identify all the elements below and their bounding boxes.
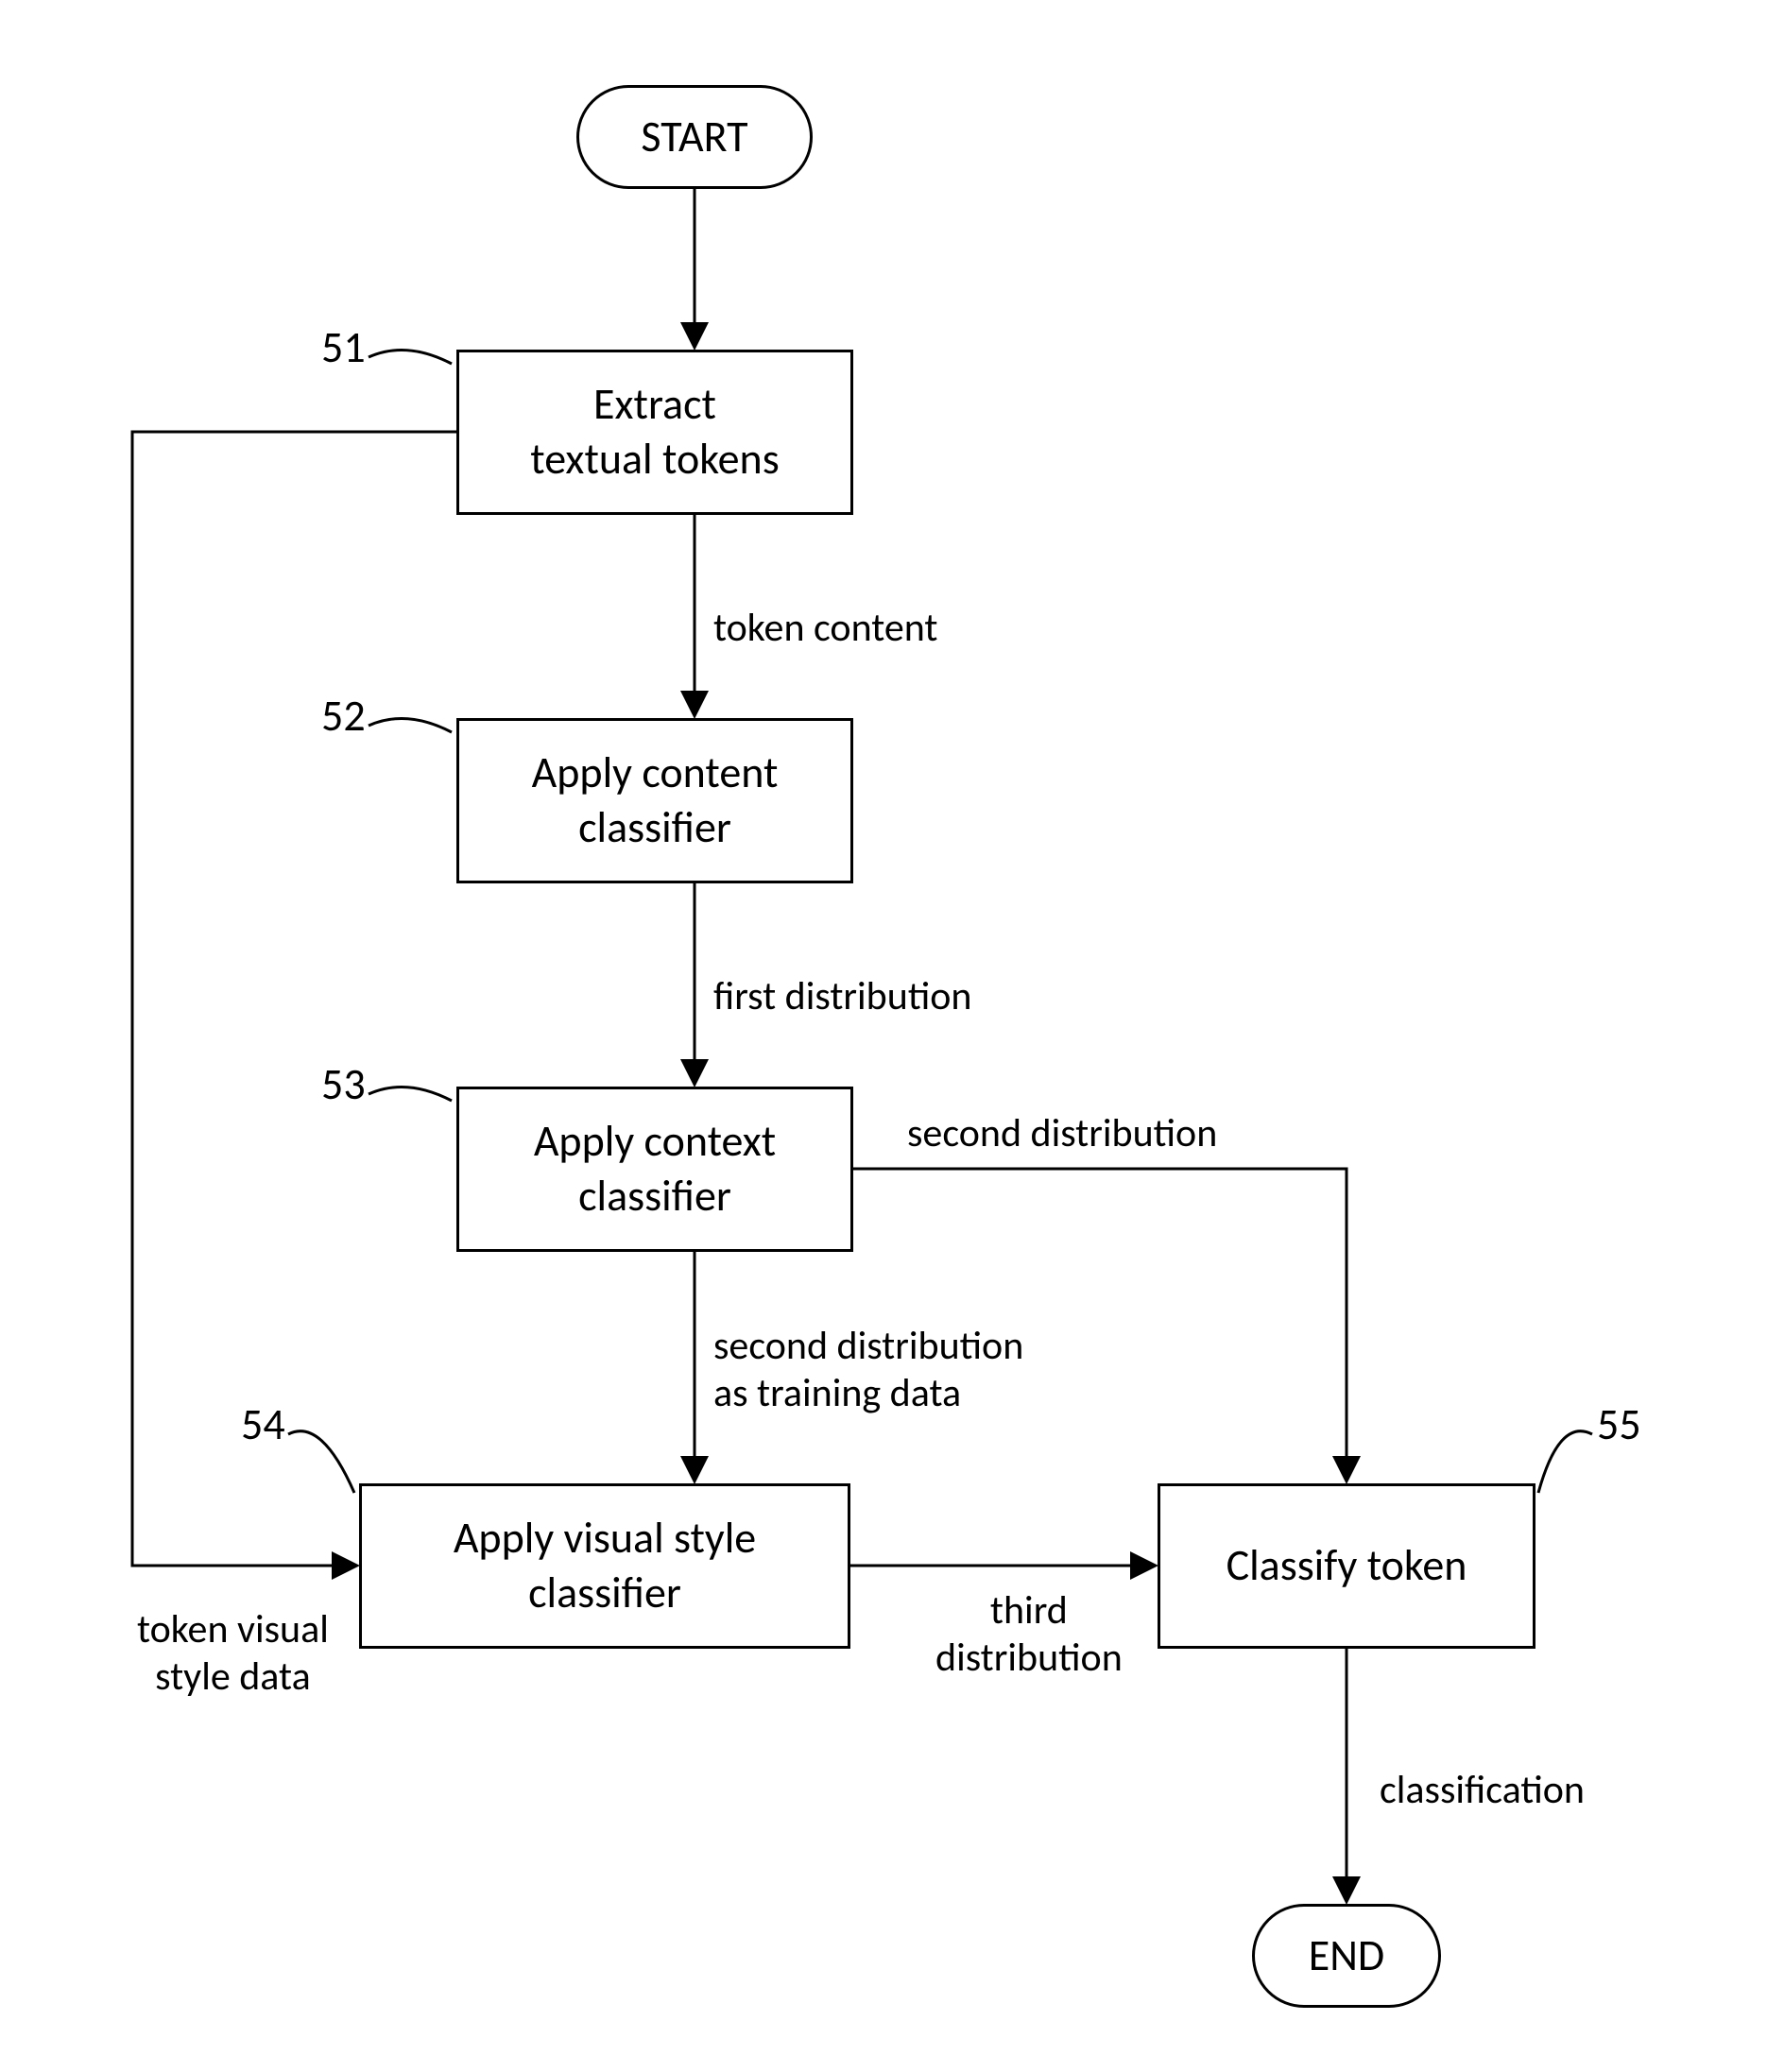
context-classifier-node: Apply contextclassifier	[456, 1087, 853, 1252]
edge-second-distribution: second distribution	[907, 1110, 1217, 1157]
flowchart-edges	[0, 0, 1767, 2072]
ref-52: 52	[321, 690, 366, 743]
visual-style-classifier-label: Apply visual styleclassifier	[454, 1512, 756, 1620]
edge-training-data: second distributionas training data	[713, 1323, 1023, 1418]
ref-53: 53	[321, 1058, 366, 1111]
edge-classification: classification	[1380, 1767, 1585, 1814]
content-classifier-label: Apply contentclassifier	[532, 746, 779, 855]
end-node: END	[1252, 1904, 1441, 2008]
ref-51: 51	[321, 321, 366, 374]
extract-tokens-label: Extracttextual tokens	[530, 378, 779, 487]
edge-token-content: token content	[713, 605, 938, 652]
visual-style-classifier-node: Apply visual styleclassifier	[359, 1483, 850, 1649]
extract-tokens-node: Extracttextual tokens	[456, 350, 853, 515]
edge-visual-style-data: token visualstyle data	[137, 1606, 329, 1702]
ref-55: 55	[1597, 1398, 1641, 1451]
start-label: START	[641, 111, 747, 163]
ref-54: 54	[241, 1398, 285, 1451]
content-classifier-node: Apply contentclassifier	[456, 718, 853, 883]
edge-first-distribution: first distribution	[713, 973, 971, 1020]
edge-third-distribution: thirddistribution	[935, 1587, 1123, 1683]
start-node: START	[576, 85, 813, 189]
classify-token-node: Classify token	[1158, 1483, 1535, 1649]
classify-token-label: Classify token	[1227, 1539, 1467, 1594]
end-label: END	[1309, 1929, 1384, 1982]
context-classifier-label: Apply contextclassifier	[534, 1115, 776, 1224]
